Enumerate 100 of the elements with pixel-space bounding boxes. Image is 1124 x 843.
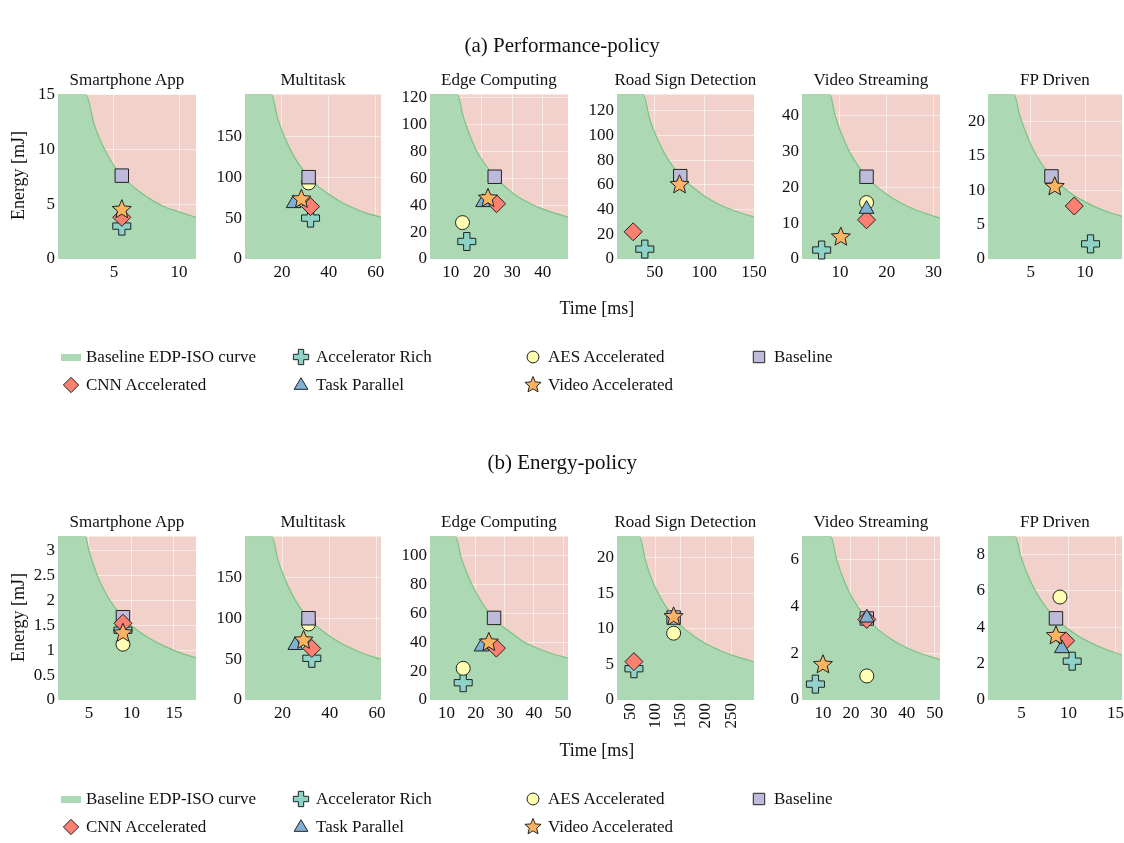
x-tick-label: 20: [467, 702, 485, 722]
x-tick-label: 50: [554, 702, 572, 722]
y-tick-label: 20: [968, 110, 985, 130]
legend-label: Task Parallel: [316, 817, 405, 837]
chart-title: Smartphone App: [69, 70, 185, 90]
x-tick-label: 5: [109, 261, 119, 281]
y-tick-label: 100: [216, 607, 242, 627]
x-tick-label: 60: [368, 702, 386, 722]
x-axis-title: Time [ms]: [559, 297, 635, 319]
y-tick-label: 60: [410, 603, 427, 623]
x-tick-label: 100: [644, 703, 664, 729]
x-tick-label: 15: [165, 702, 183, 722]
chart-title: FP Driven: [1020, 70, 1090, 90]
y-tick-label: 0: [233, 689, 242, 709]
legend-label: Baseline: [774, 789, 833, 809]
y-axis-title: Energy [mJ]: [7, 130, 29, 221]
y-tick-label: 4: [790, 596, 800, 616]
y-tick-label: 20: [597, 547, 614, 567]
legend-label: Baseline: [774, 347, 833, 367]
y-tick-label: 120: [588, 100, 614, 120]
y-tick-label: 20: [782, 176, 799, 196]
chart-title: Road Sign Detection: [614, 70, 757, 90]
x-tick-label: 15: [1106, 702, 1124, 722]
y-tick-label: 3: [46, 539, 55, 559]
chart-title: FP Driven: [1020, 512, 1090, 532]
y-tick-label: 0: [46, 689, 55, 709]
x-tick-label: 30: [496, 702, 514, 722]
x-tick-label: 10: [831, 261, 849, 281]
legend-label: CNN Accelerated: [86, 375, 207, 395]
y-tick-label: 2: [46, 589, 55, 609]
y-tick-label: 2: [976, 653, 985, 673]
x-tick-label: 50: [926, 702, 944, 722]
y-tick-label: 0.5: [33, 664, 55, 684]
legend-label: Accelerator Rich: [316, 347, 432, 367]
x-tick-label: 20: [842, 702, 860, 722]
y-tick-label: 0: [605, 248, 614, 268]
x-tick-label: 5: [84, 702, 94, 722]
x-tick-label: 40: [525, 702, 543, 722]
x-tick-label: 40: [898, 702, 916, 722]
y-tick-label: 40: [782, 104, 799, 124]
legend-label: AES Accelerated: [548, 789, 665, 809]
y-tick-label: 2.5: [33, 564, 55, 584]
y-tick-label: 100: [216, 166, 242, 186]
x-tick-label: 250: [720, 703, 740, 729]
x-axis-title: Time [ms]: [559, 739, 635, 761]
y-tick-label: 10: [38, 138, 55, 158]
y-tick-label: 4: [976, 616, 986, 636]
y-tick-label: 5: [605, 653, 614, 673]
legend-label: Baseline EDP-ISO curve: [86, 789, 256, 809]
x-tick-label: 5: [1017, 702, 1026, 722]
y-tick-label: 0: [46, 248, 55, 268]
y-tick-label: 20: [410, 660, 427, 680]
y-tick-label: 60: [410, 167, 427, 187]
y-tick-label: 50: [225, 207, 242, 227]
y-tick-label: 150: [216, 125, 242, 145]
y-tick-label: 1.5: [33, 614, 55, 634]
x-tick-label: 10: [170, 261, 188, 281]
y-tick-label: 0: [418, 248, 427, 268]
y-tick-label: 60: [597, 174, 614, 194]
y-tick-label: 100: [588, 124, 614, 144]
y-tick-label: 150: [216, 566, 242, 586]
y-tick-label: 1: [46, 639, 55, 659]
y-tick-label: 15: [968, 145, 985, 165]
y-tick-label: 40: [410, 194, 427, 214]
x-tick-label: 10: [814, 702, 832, 722]
x-tick-label: 150: [741, 261, 767, 281]
y-tick-label: 100: [401, 113, 427, 133]
legend-label: Video Accelerated: [548, 817, 673, 837]
x-tick-label: 150: [670, 703, 690, 729]
x-tick-label: 10: [1076, 261, 1094, 281]
x-tick-label: 50: [646, 261, 664, 281]
legend-label: Video Accelerated: [548, 375, 673, 395]
x-tick-label: 40: [320, 261, 338, 281]
x-tick-label: 30: [503, 261, 521, 281]
x-tick-label: 20: [274, 702, 292, 722]
y-tick-label: 80: [410, 574, 427, 594]
x-tick-label: 30: [870, 702, 888, 722]
x-tick-label: 20: [878, 261, 896, 281]
y-tick-label: 10: [597, 618, 614, 638]
text: (b) Energy-policy: [487, 449, 637, 475]
chart-title: Edge Computing: [441, 70, 557, 90]
y-tick-label: 10: [968, 179, 985, 199]
x-tick-label: 10: [122, 702, 140, 722]
x-tick-label: 200: [695, 703, 715, 729]
legend-label: Baseline EDP-ISO curve: [86, 347, 256, 367]
y-tick-label: 20: [597, 223, 614, 243]
y-tick-label: 8: [976, 543, 985, 563]
text: (a) Performance-policy: [464, 32, 660, 58]
y-tick-label: 10: [782, 212, 799, 232]
x-tick-label: 20: [473, 261, 491, 281]
chart-title: Multitask: [280, 512, 346, 532]
y-tick-label: 0: [790, 689, 799, 709]
y-tick-label: 15: [38, 83, 55, 103]
x-tick-label: 40: [321, 702, 339, 722]
y-tick-label: 15: [597, 582, 614, 602]
x-tick-label: 50: [619, 703, 639, 720]
x-tick-label: 30: [924, 261, 942, 281]
legend-label: CNN Accelerated: [86, 817, 207, 837]
y-tick-label: 80: [410, 140, 427, 160]
legend-label: Task Parallel: [316, 375, 405, 395]
